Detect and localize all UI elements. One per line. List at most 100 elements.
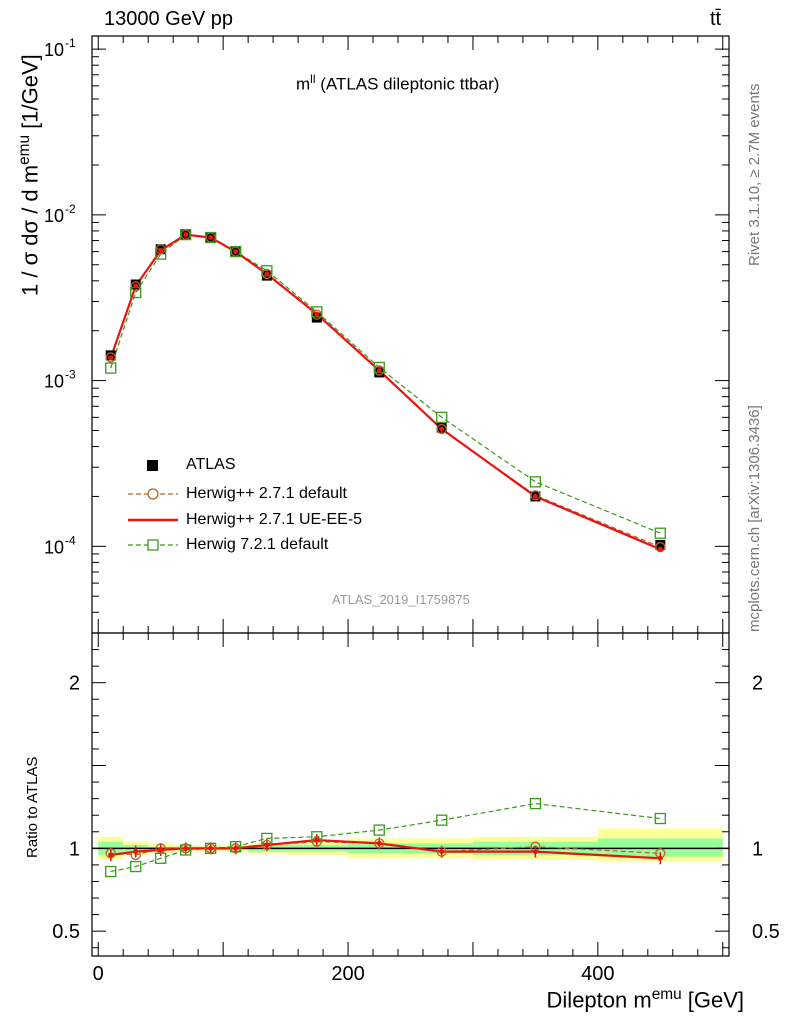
point-default bbox=[105, 352, 116, 363]
main-y-tick-label: 10 bbox=[44, 40, 64, 60]
y-axis-label-sup: emu bbox=[16, 134, 33, 165]
chart-title: mll (ATLAS dileptonic ttbar) bbox=[296, 72, 499, 95]
mcplots-source-label: mcplots.cern.ch [arXiv:1306.3436] bbox=[746, 405, 763, 632]
ratio-series-layer bbox=[105, 797, 666, 878]
point-ueee5 bbox=[158, 247, 164, 253]
point-ueee5 bbox=[133, 283, 139, 289]
ratio-point-ueee5 bbox=[439, 849, 445, 855]
ratio-point-h7 bbox=[373, 824, 385, 836]
ratio-point-default bbox=[374, 838, 385, 849]
point-ueee5 bbox=[439, 426, 445, 432]
main-y-tick-exponent: -2 bbox=[65, 202, 76, 216]
ratio-point-h7 bbox=[155, 852, 167, 864]
line-ueee5 bbox=[109, 233, 661, 551]
ratio-point-h7 bbox=[180, 844, 192, 856]
ratio-point-ueee5 bbox=[183, 845, 189, 851]
ratio-y-tick-label-right: 1 bbox=[752, 838, 763, 860]
header-energy: 13000 GeV pp bbox=[104, 8, 233, 30]
x-axis-label-sup: emu bbox=[651, 986, 682, 1003]
analysis-id-watermark: ATLAS_2019_I1759875 bbox=[332, 592, 470, 607]
title-main: m bbox=[296, 74, 311, 94]
title-sup: ll bbox=[310, 72, 316, 86]
point-ueee5 bbox=[264, 271, 270, 277]
point-default bbox=[530, 490, 541, 501]
main-y-tick-label: 10 bbox=[44, 372, 64, 392]
legend-label-default: Herwig++ 2.7.1 default bbox=[186, 485, 347, 502]
x-tick-label: 0 bbox=[93, 963, 104, 985]
ratio-point-h7 bbox=[105, 865, 117, 878]
data-point bbox=[655, 539, 666, 550]
y-axis-label-unit: [1/GeV] bbox=[17, 54, 43, 135]
ratio-axes: 0 200 400 0.5 0.5 1 1 2 2 bbox=[52, 632, 780, 985]
point-ueee5 bbox=[376, 368, 382, 374]
x-tick-label: 200 bbox=[331, 963, 364, 985]
ratio-y-tick-label-right: 2 bbox=[752, 673, 763, 695]
ratio-point-h7 bbox=[654, 812, 666, 825]
x-tick-label: 400 bbox=[581, 963, 614, 985]
data-point bbox=[311, 312, 322, 323]
point-default bbox=[130, 281, 141, 292]
ratio-point-ueee5 bbox=[158, 847, 164, 853]
main-y-tick-exponent: -3 bbox=[65, 368, 76, 382]
ratio-point-ueee5 bbox=[657, 855, 663, 861]
point-h7 bbox=[229, 245, 242, 258]
legend-label-h7: Herwig 7.2.1 default bbox=[186, 536, 329, 553]
x-axis-label: Dilepton memu [GeV] bbox=[547, 986, 744, 1013]
point-h7 bbox=[205, 231, 217, 244]
y-axis-label-main: 1 / σ dσ / d m bbox=[17, 164, 43, 296]
ratio-point-ueee5 bbox=[264, 842, 270, 848]
ratio-y-axis-label: Ratio to ATLAS bbox=[24, 756, 41, 858]
point-ueee5 bbox=[183, 232, 189, 238]
legend-markers bbox=[128, 460, 178, 551]
main-y-tick-exponent: -1 bbox=[65, 36, 76, 50]
main-y-tick-label: 10 bbox=[44, 537, 64, 557]
point-default bbox=[436, 423, 447, 435]
ratio-point-h7 bbox=[205, 842, 217, 854]
ratio-point-ueee5 bbox=[376, 840, 382, 846]
rivet-version-label: Rivet 3.1.10, ≥ 2.7M events bbox=[746, 83, 763, 267]
ratio-point-default bbox=[436, 846, 447, 857]
ratio-point-default bbox=[105, 848, 116, 859]
point-ueee5 bbox=[208, 235, 214, 241]
main-series-layer bbox=[105, 228, 666, 553]
ratio-line-h7 bbox=[110, 803, 661, 873]
main-y-tick-exponent: -4 bbox=[65, 533, 76, 547]
point-ueee5 bbox=[657, 546, 663, 552]
ratio-point-ueee5 bbox=[532, 849, 538, 855]
header-process: tt̄ bbox=[710, 8, 722, 30]
point-ueee5 bbox=[233, 249, 239, 255]
point-ueee5 bbox=[108, 355, 114, 361]
ratio-point-ueee5 bbox=[314, 837, 320, 843]
ratio-point-h7 bbox=[529, 797, 542, 810]
ratio-point-ueee5 bbox=[208, 845, 214, 851]
point-ueee5 bbox=[532, 493, 538, 499]
legend-marker-data bbox=[147, 460, 158, 471]
legend-marker-h7 bbox=[147, 539, 159, 551]
point-h7 bbox=[436, 411, 448, 424]
ratio-point-ueee5 bbox=[233, 845, 239, 851]
ratio-y-tick-label: 0.5 bbox=[52, 921, 80, 943]
ratio-point-ueee5 bbox=[133, 849, 139, 855]
main-axes: 10-410-310-210-1 bbox=[44, 35, 730, 634]
data-point bbox=[105, 350, 116, 361]
main-y-tick-label: 10 bbox=[44, 206, 64, 226]
point-h7 bbox=[529, 476, 542, 488]
point-h7 bbox=[105, 362, 117, 374]
legend-label-data: ATLAS bbox=[186, 456, 236, 473]
ratio-y-tick-label-right: 0.5 bbox=[752, 921, 780, 943]
ratio-point-ueee5 bbox=[108, 852, 114, 858]
ratio-point-h7 bbox=[229, 841, 242, 853]
legend-label-ueee5: Herwig++ 2.7.1 UE-EE-5 bbox=[186, 511, 363, 528]
point-h7 bbox=[180, 228, 192, 241]
x-axis-label-unit: [GeV] bbox=[681, 987, 744, 1013]
ratio-point-h7 bbox=[436, 814, 448, 826]
main-y-axis-label: 1 / σ dσ / d memu [1/GeV] bbox=[16, 54, 43, 296]
point-h7 bbox=[311, 306, 323, 318]
ratio-frame bbox=[91, 632, 730, 957]
legend-marker-default bbox=[147, 488, 159, 500]
ratio-point-h7 bbox=[130, 860, 142, 873]
x-axis-label-main: Dilepton m bbox=[546, 987, 652, 1013]
point-ueee5 bbox=[314, 311, 320, 317]
ratio-y-tick-label: 2 bbox=[69, 673, 80, 695]
